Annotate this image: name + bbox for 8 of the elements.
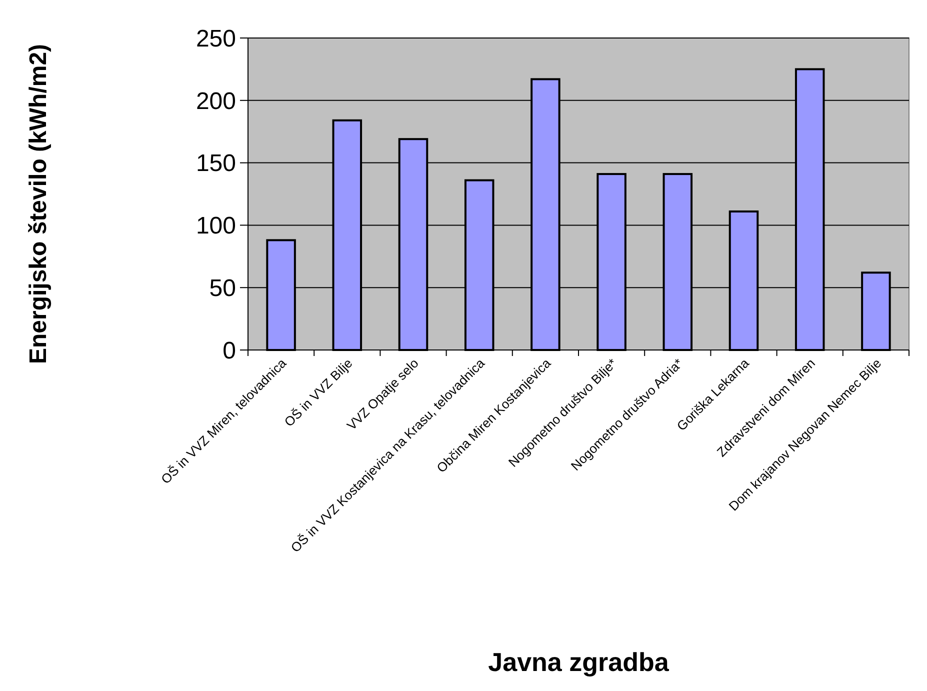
y-tick-label: 100	[196, 212, 236, 240]
y-tick-label: 150	[196, 150, 236, 178]
x-axis-title: Javna zgradba	[488, 647, 670, 677]
y-tick-label: 250	[196, 25, 236, 52]
y-axis-title: Energijsko število (kWh/m2)	[25, 44, 52, 364]
y-tick-label: 200	[196, 88, 236, 115]
y-tick-label: 0	[222, 337, 236, 364]
y-tick-label: 50	[209, 275, 236, 302]
